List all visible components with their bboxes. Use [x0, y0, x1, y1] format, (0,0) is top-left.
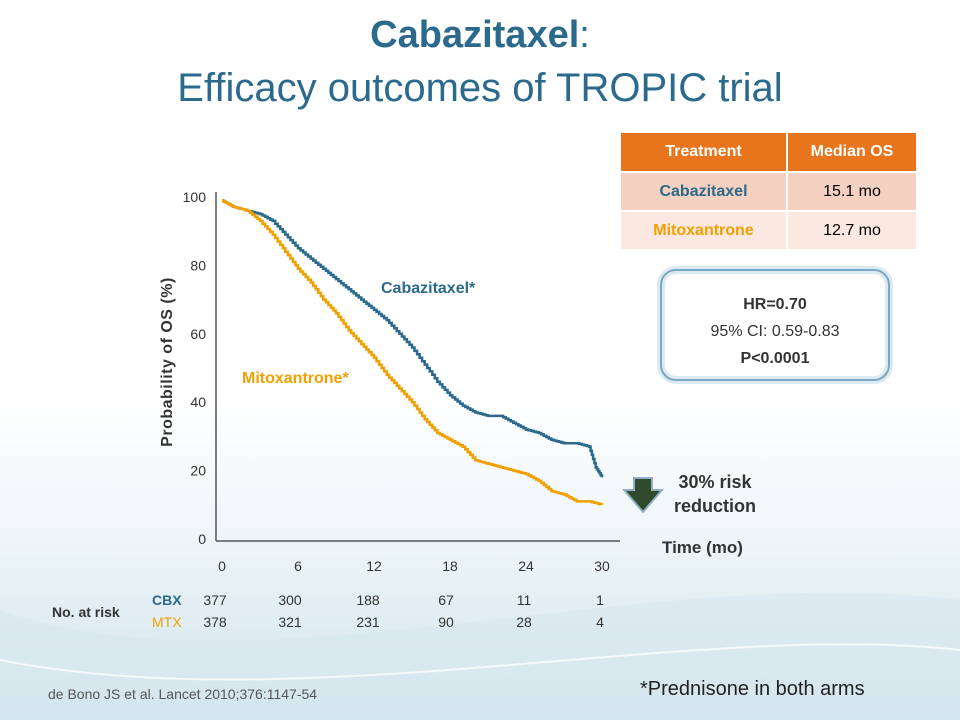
- at-risk-value: 90: [438, 614, 454, 630]
- at-risk-value: 188: [356, 592, 380, 608]
- slide-subtitle: Efficacy outcomes of TROPIC trial: [177, 66, 783, 110]
- table-header-median: Median OS: [787, 133, 918, 172]
- ci-value: 95% CI: 0.59-0.83: [710, 323, 840, 340]
- x-tick-label: 24: [518, 558, 534, 574]
- footnote: *Prednisone in both arms: [640, 678, 865, 700]
- y-tick-label: 40: [190, 394, 206, 410]
- at-risk-value: 300: [278, 592, 302, 608]
- citation: de Bono JS et al. Lancet 2010;376:1147-5…: [48, 686, 318, 702]
- risk-line-1: 30% risk: [678, 472, 752, 492]
- x-tick-label: 12: [366, 558, 382, 574]
- title-colon: :: [579, 14, 590, 56]
- at-risk-value: 67: [438, 592, 454, 608]
- at-risk-label: CBX: [152, 592, 182, 608]
- table-cell-treatment: Cabazitaxel: [621, 171, 788, 211]
- down-arrow-icon: [621, 477, 665, 514]
- at-risk-title: No. at risk: [52, 604, 120, 620]
- title-bold: Cabazitaxel: [370, 14, 580, 56]
- table-cell-treatment: Mitoxantrone: [621, 210, 788, 249]
- hazard-ratio-box: HR=0.70 95% CI: 0.59-0.83 P<0.0001: [660, 269, 890, 381]
- y-tick-label: 60: [190, 326, 206, 342]
- series-label: Mitoxantrone*: [242, 370, 349, 387]
- at-risk-value: 378: [203, 614, 227, 630]
- at-risk-value: 321: [278, 614, 302, 630]
- slide-title: Cabazitaxel:: [0, 14, 960, 57]
- hr-value: HR=0.70: [743, 296, 807, 313]
- risk-line-2: reduction: [673, 496, 756, 516]
- series-label: Cabazitaxel*: [381, 280, 476, 297]
- at-risk-value: 1: [596, 592, 604, 608]
- table-header-treatment: Treatment: [621, 133, 788, 172]
- median-os-table: Treatment Median OS Cabazitaxel 15.1 mo …: [621, 133, 918, 249]
- x-tick-label: 0: [218, 558, 226, 574]
- table-row: Mitoxantrone 12.7 mo: [621, 210, 918, 249]
- y-tick-label: 20: [190, 463, 206, 479]
- y-axis-label: Probability of OS (%): [159, 277, 176, 447]
- x-tick-label: 6: [294, 558, 302, 574]
- at-risk-value: 377: [203, 592, 227, 608]
- at-risk-value: 231: [356, 614, 380, 630]
- x-axis-label: Time (mo): [662, 538, 743, 557]
- risk-reduction-label: 30% risk reduction: [660, 470, 770, 518]
- at-risk-value: 4: [596, 614, 604, 630]
- table-cell-median: 12.7 mo: [787, 210, 918, 249]
- at-risk-label: MTX: [152, 614, 182, 630]
- y-tick-label: 0: [198, 531, 206, 547]
- at-risk-value: 11: [517, 592, 532, 608]
- p-value: P<0.0001: [740, 350, 810, 367]
- at-risk-value: 28: [516, 614, 532, 630]
- table-cell-median: 15.1 mo: [787, 171, 918, 211]
- series-line-cabazitaxel: [222, 199, 604, 478]
- x-tick-label: 18: [442, 558, 458, 574]
- series-line-mitoxantrone: [222, 199, 604, 506]
- y-tick-label: 80: [190, 257, 206, 273]
- x-tick-label: 30: [594, 558, 610, 574]
- table-row: Cabazitaxel 15.1 mo: [621, 171, 918, 211]
- y-tick-label: 100: [183, 189, 207, 205]
